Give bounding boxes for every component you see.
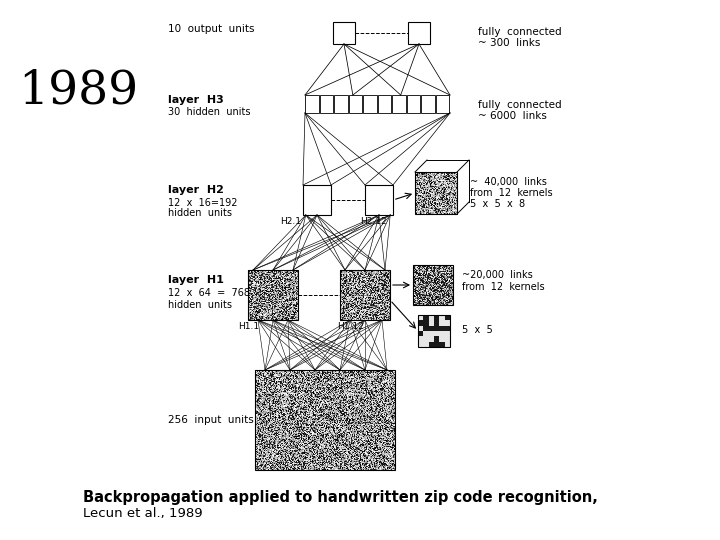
Bar bbox=[365, 185, 393, 215]
Bar bbox=[255, 370, 395, 470]
Bar bbox=[418, 315, 450, 347]
Bar bbox=[408, 22, 430, 44]
Text: from  12  kernels: from 12 kernels bbox=[462, 282, 544, 292]
Bar bbox=[305, 95, 318, 113]
Text: 5  x  5: 5 x 5 bbox=[462, 325, 492, 335]
Text: H2.1: H2.1 bbox=[280, 217, 301, 226]
Bar bbox=[377, 95, 391, 113]
Bar bbox=[248, 270, 298, 320]
Text: H2.12: H2.12 bbox=[360, 217, 387, 226]
Text: 10  output  units: 10 output units bbox=[168, 24, 254, 34]
Text: fully  connected: fully connected bbox=[478, 100, 562, 110]
Bar bbox=[334, 95, 348, 113]
Text: hidden  units: hidden units bbox=[168, 300, 232, 310]
Text: hidden  units: hidden units bbox=[168, 208, 232, 218]
Bar bbox=[421, 95, 434, 113]
Bar bbox=[413, 265, 453, 305]
Bar bbox=[363, 95, 377, 113]
Text: from  12  kernels: from 12 kernels bbox=[470, 188, 553, 198]
Text: H1.1: H1.1 bbox=[238, 322, 259, 331]
Text: 5  x  5  x  8: 5 x 5 x 8 bbox=[470, 199, 525, 209]
Bar bbox=[407, 95, 420, 113]
Text: layer  H1: layer H1 bbox=[168, 275, 224, 285]
Text: layer  H3: layer H3 bbox=[168, 95, 224, 105]
Bar bbox=[340, 270, 390, 320]
Text: 12  x  64  =  768: 12 x 64 = 768 bbox=[168, 288, 250, 298]
Bar bbox=[303, 185, 331, 215]
Bar bbox=[415, 172, 457, 214]
Text: ~20,000  links: ~20,000 links bbox=[462, 270, 533, 280]
Bar bbox=[320, 95, 333, 113]
Text: 30  hidden  units: 30 hidden units bbox=[168, 107, 251, 117]
Bar bbox=[333, 22, 355, 44]
Text: 12  x  16=192: 12 x 16=192 bbox=[168, 198, 238, 208]
Text: layer  H2: layer H2 bbox=[168, 185, 224, 195]
Text: ~ 6000  links: ~ 6000 links bbox=[478, 111, 547, 121]
Text: ~ 300  links: ~ 300 links bbox=[478, 38, 541, 48]
Text: Lecun et al., 1989: Lecun et al., 1989 bbox=[83, 507, 202, 520]
Text: 256  input  units: 256 input units bbox=[168, 415, 253, 425]
Bar bbox=[436, 95, 449, 113]
Bar bbox=[348, 95, 362, 113]
Text: ~  40,000  links: ~ 40,000 links bbox=[470, 177, 547, 187]
Bar bbox=[392, 95, 405, 113]
Text: H1.12: H1.12 bbox=[337, 322, 364, 331]
Text: Backpropagation applied to handwritten zip code recognition,: Backpropagation applied to handwritten z… bbox=[83, 490, 598, 505]
Text: 1989: 1989 bbox=[18, 68, 138, 113]
Text: fully  connected: fully connected bbox=[478, 27, 562, 37]
